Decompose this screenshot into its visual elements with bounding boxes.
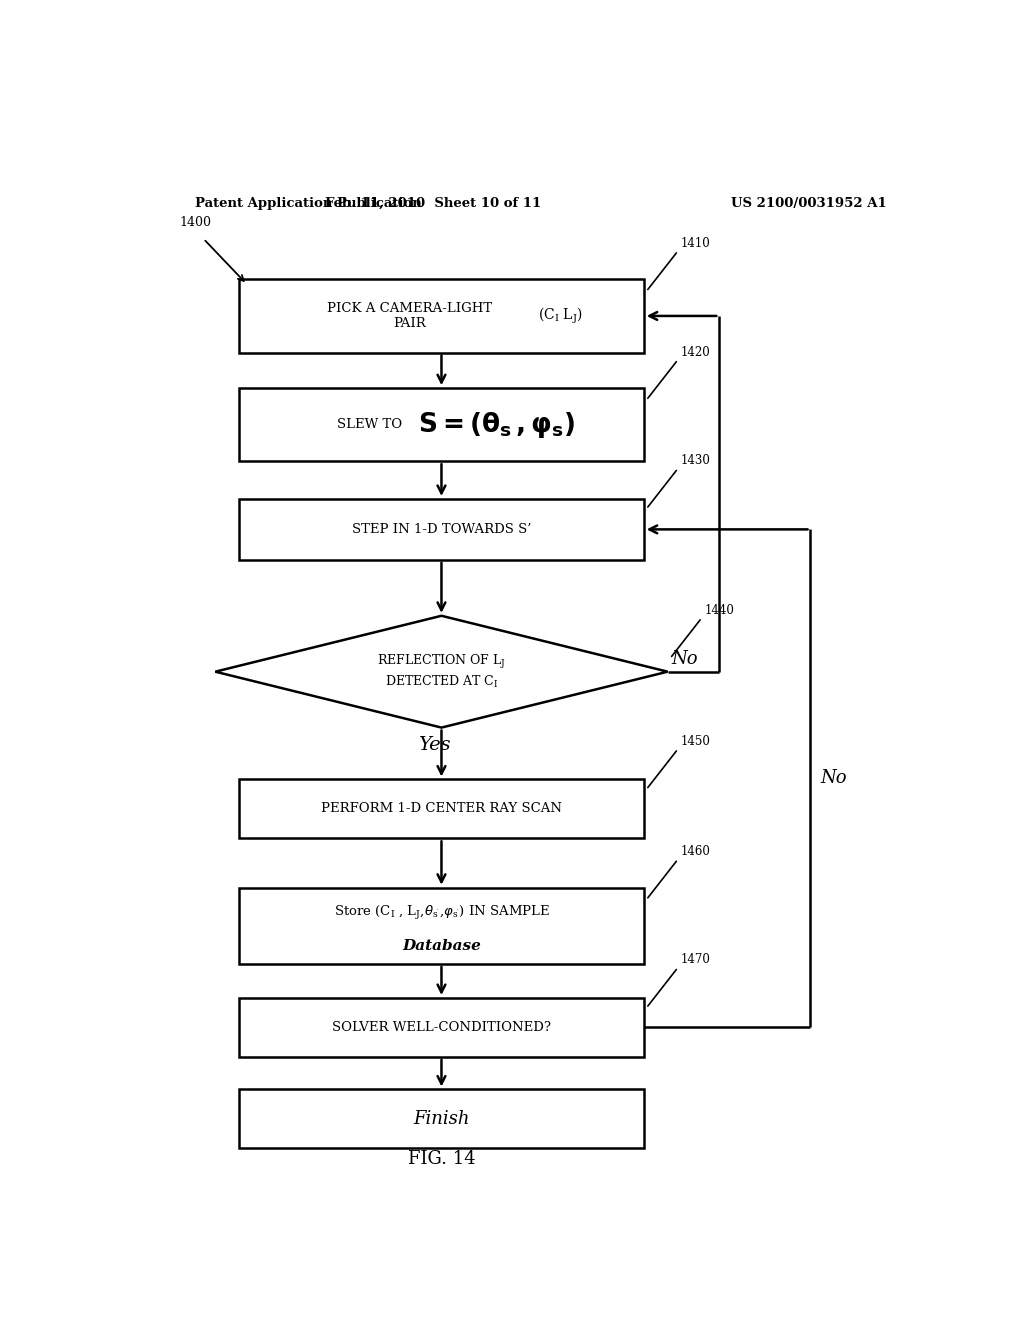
Polygon shape: [215, 615, 668, 727]
Text: 1440: 1440: [705, 603, 734, 616]
Bar: [240, 1089, 644, 1148]
Text: Store (C$_\mathregular{I}$ , L$_\mathregular{J}$,$\theta_\mathregular{s'}$,$\var: Store (C$_\mathregular{I}$ , L$_\mathreg…: [334, 904, 550, 921]
Text: SLEW TO: SLEW TO: [338, 418, 402, 432]
Bar: [240, 499, 644, 560]
Text: $\mathbf{S{=}(\theta_s\,,\varphi_s)}$: $\mathbf{S{=}(\theta_s\,,\varphi_s)}$: [419, 409, 575, 440]
Text: FIG. 14: FIG. 14: [408, 1150, 475, 1167]
Text: 1400: 1400: [179, 215, 212, 228]
Text: Feb. 11, 2010  Sheet 10 of 11: Feb. 11, 2010 Sheet 10 of 11: [326, 197, 542, 210]
Text: 1430: 1430: [680, 454, 711, 467]
Text: REFLECTION OF L$_\mathregular{J}$
DETECTED AT C$_\mathregular{I}$: REFLECTION OF L$_\mathregular{J}$ DETECT…: [377, 653, 506, 690]
Text: Database: Database: [402, 939, 481, 953]
Bar: [240, 388, 644, 461]
Text: US 2100/0031952 A1: US 2100/0031952 A1: [731, 197, 887, 210]
Text: (C$_\mathregular{I}$ L$_\mathregular{J}$): (C$_\mathregular{I}$ L$_\mathregular{J}$…: [539, 306, 583, 326]
Text: 1470: 1470: [680, 953, 711, 966]
Text: Patent Application Publication: Patent Application Publication: [196, 197, 422, 210]
Text: 1460: 1460: [680, 845, 711, 858]
Text: 1450: 1450: [680, 735, 711, 748]
Text: Finish: Finish: [414, 1110, 470, 1127]
Text: No: No: [820, 770, 847, 788]
Text: Yes: Yes: [418, 735, 451, 754]
Text: No: No: [672, 651, 698, 668]
Bar: [240, 280, 644, 352]
Text: PICK A CAMERA-LIGHT
PAIR: PICK A CAMERA-LIGHT PAIR: [327, 302, 493, 330]
Bar: [240, 998, 644, 1057]
Text: SOLVER WELL-CONDITIONED?: SOLVER WELL-CONDITIONED?: [332, 1020, 551, 1034]
Text: 1420: 1420: [680, 346, 710, 359]
Bar: [240, 887, 644, 964]
Text: PERFORM 1-D CENTER RAY SCAN: PERFORM 1-D CENTER RAY SCAN: [321, 803, 562, 816]
Text: STEP IN 1-D TOWARDS S’: STEP IN 1-D TOWARDS S’: [351, 523, 531, 536]
Bar: [240, 779, 644, 838]
Text: 1410: 1410: [680, 236, 710, 249]
